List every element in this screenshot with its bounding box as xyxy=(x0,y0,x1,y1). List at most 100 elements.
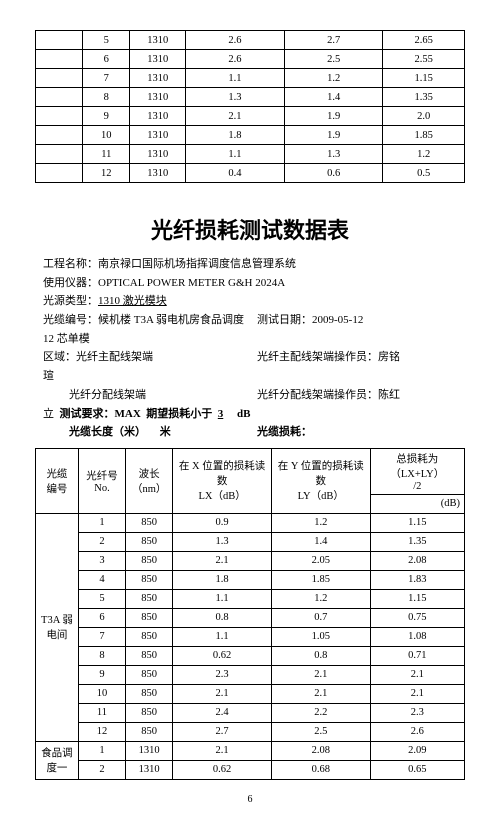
cell: 850 xyxy=(126,684,173,703)
cell: 1.4 xyxy=(271,532,370,551)
cell: 1.4 xyxy=(284,88,383,107)
cell: 2.7 xyxy=(173,722,272,741)
cell: 1.1 xyxy=(186,145,285,164)
cell: 1.35 xyxy=(370,532,464,551)
cell: 1.1 xyxy=(186,69,285,88)
header-cell: 总损耗为（LX+LY） /2 xyxy=(370,448,464,494)
group-cell: T3A 弱 电间 xyxy=(36,513,79,741)
cell: 11 xyxy=(78,703,125,722)
cell: 1.15 xyxy=(370,589,464,608)
cell: 2.5 xyxy=(284,50,383,69)
table-row: 28501.31.41.35 xyxy=(36,532,465,551)
table-row: 1213100.40.60.5 xyxy=(36,164,465,183)
req-prefix: 立 xyxy=(43,408,54,420)
cell: 0.68 xyxy=(271,760,370,779)
op-main2: 瑄 xyxy=(43,370,54,382)
cell: 1.35 xyxy=(383,88,465,107)
header-cell: 在 X 位置的损耗读数 LX（dB） xyxy=(173,448,272,513)
cell: 850 xyxy=(126,570,173,589)
main-table: 光缆 编号光纤号 No.波长 （nm）在 X 位置的损耗读数 LX（dB）在 Y… xyxy=(35,448,465,780)
table-row: 513102.62.72.65 xyxy=(36,31,465,50)
table-row: 713101.11.21.15 xyxy=(36,69,465,88)
cell: 0.4 xyxy=(186,164,285,183)
row-group-cell xyxy=(36,107,83,126)
cell: 2.6 xyxy=(186,31,285,50)
region-sub: 光纤分配线架端 xyxy=(69,389,146,401)
cell: 0.75 xyxy=(370,608,464,627)
cell: 1310 xyxy=(130,88,186,107)
cell: 0.62 xyxy=(173,646,272,665)
cell: 12 xyxy=(78,722,125,741)
cell: 1310 xyxy=(130,164,186,183)
cell: 6 xyxy=(78,608,125,627)
source-value: 1310 激光模块 xyxy=(98,295,167,307)
cell: 1310 xyxy=(126,760,173,779)
cell: 1310 xyxy=(126,741,173,760)
cell: 1.15 xyxy=(383,69,465,88)
loss-label: 光缆损耗： xyxy=(257,426,312,438)
cell: 850 xyxy=(126,722,173,741)
header-cell: 光缆 编号 xyxy=(36,448,79,513)
cell: 2.1 xyxy=(173,551,272,570)
cell: 2.08 xyxy=(271,741,370,760)
row-group-cell xyxy=(36,50,83,69)
table-row: 128502.72.52.6 xyxy=(36,722,465,741)
cell: 1.2 xyxy=(271,513,370,532)
row-group-cell xyxy=(36,69,83,88)
op-sub: 陈红 xyxy=(378,389,400,401)
table-row: 613102.62.52.55 xyxy=(36,50,465,69)
table-row: 1013101.81.91.85 xyxy=(36,126,465,145)
region-label: 区域： xyxy=(43,351,76,363)
cell: 850 xyxy=(126,703,173,722)
cell: 1.85 xyxy=(271,570,370,589)
cell: 2.1 xyxy=(370,684,464,703)
cell: 10 xyxy=(83,126,130,145)
cell: 8 xyxy=(78,646,125,665)
table-row: 88500.620.80.71 xyxy=(36,646,465,665)
cell: 0.8 xyxy=(173,608,272,627)
table-row: 118502.42.22.3 xyxy=(36,703,465,722)
cell: 1.05 xyxy=(271,627,370,646)
page-title: 光纤损耗测试数据表 xyxy=(35,213,465,245)
date-label: 测试日期： xyxy=(257,314,312,326)
cell: 1.3 xyxy=(284,145,383,164)
cell: 2 xyxy=(78,532,125,551)
cell: 0.8 xyxy=(271,646,370,665)
cell: 1.15 xyxy=(370,513,464,532)
cell: 850 xyxy=(126,608,173,627)
cell: 1 xyxy=(78,513,125,532)
cell: 9 xyxy=(78,665,125,684)
cell: 1.8 xyxy=(173,570,272,589)
cell: 1.1 xyxy=(173,589,272,608)
cell: 1310 xyxy=(130,50,186,69)
cell: 9 xyxy=(83,107,130,126)
cell: 2.7 xyxy=(284,31,383,50)
cell: 6 xyxy=(83,50,130,69)
instrument-label: 使用仪器： xyxy=(43,277,98,289)
op-main: 房铭 xyxy=(378,351,400,363)
header-cell: 在 Y 位置的损耗读数 LY（dB） xyxy=(271,448,370,513)
cell: 850 xyxy=(126,532,173,551)
cell: 2.55 xyxy=(383,50,465,69)
table-row: 213100.620.680.65 xyxy=(36,760,465,779)
cell: 7 xyxy=(83,69,130,88)
table-row: T3A 弱 电间18500.91.21.15 xyxy=(36,513,465,532)
cell: 2.1 xyxy=(173,684,272,703)
table-row: 68500.80.70.75 xyxy=(36,608,465,627)
cell: 1.2 xyxy=(383,145,465,164)
cell: 7 xyxy=(78,627,125,646)
cell: 1310 xyxy=(130,126,186,145)
cell: 0.62 xyxy=(173,760,272,779)
top-table: 513102.62.72.65613102.62.52.55713101.11.… xyxy=(35,30,465,183)
cell: 850 xyxy=(126,627,173,646)
cell: 2.3 xyxy=(173,665,272,684)
cell: 12 xyxy=(83,164,130,183)
cell: 1.83 xyxy=(370,570,464,589)
group-cell: 食品调 度一 xyxy=(36,741,79,779)
cell: 1.2 xyxy=(271,589,370,608)
cell: 1310 xyxy=(130,145,186,164)
cell: 1.3 xyxy=(173,532,272,551)
row-group-cell xyxy=(36,145,83,164)
table-row: 913102.11.92.0 xyxy=(36,107,465,126)
req-unit: dB xyxy=(223,408,250,420)
